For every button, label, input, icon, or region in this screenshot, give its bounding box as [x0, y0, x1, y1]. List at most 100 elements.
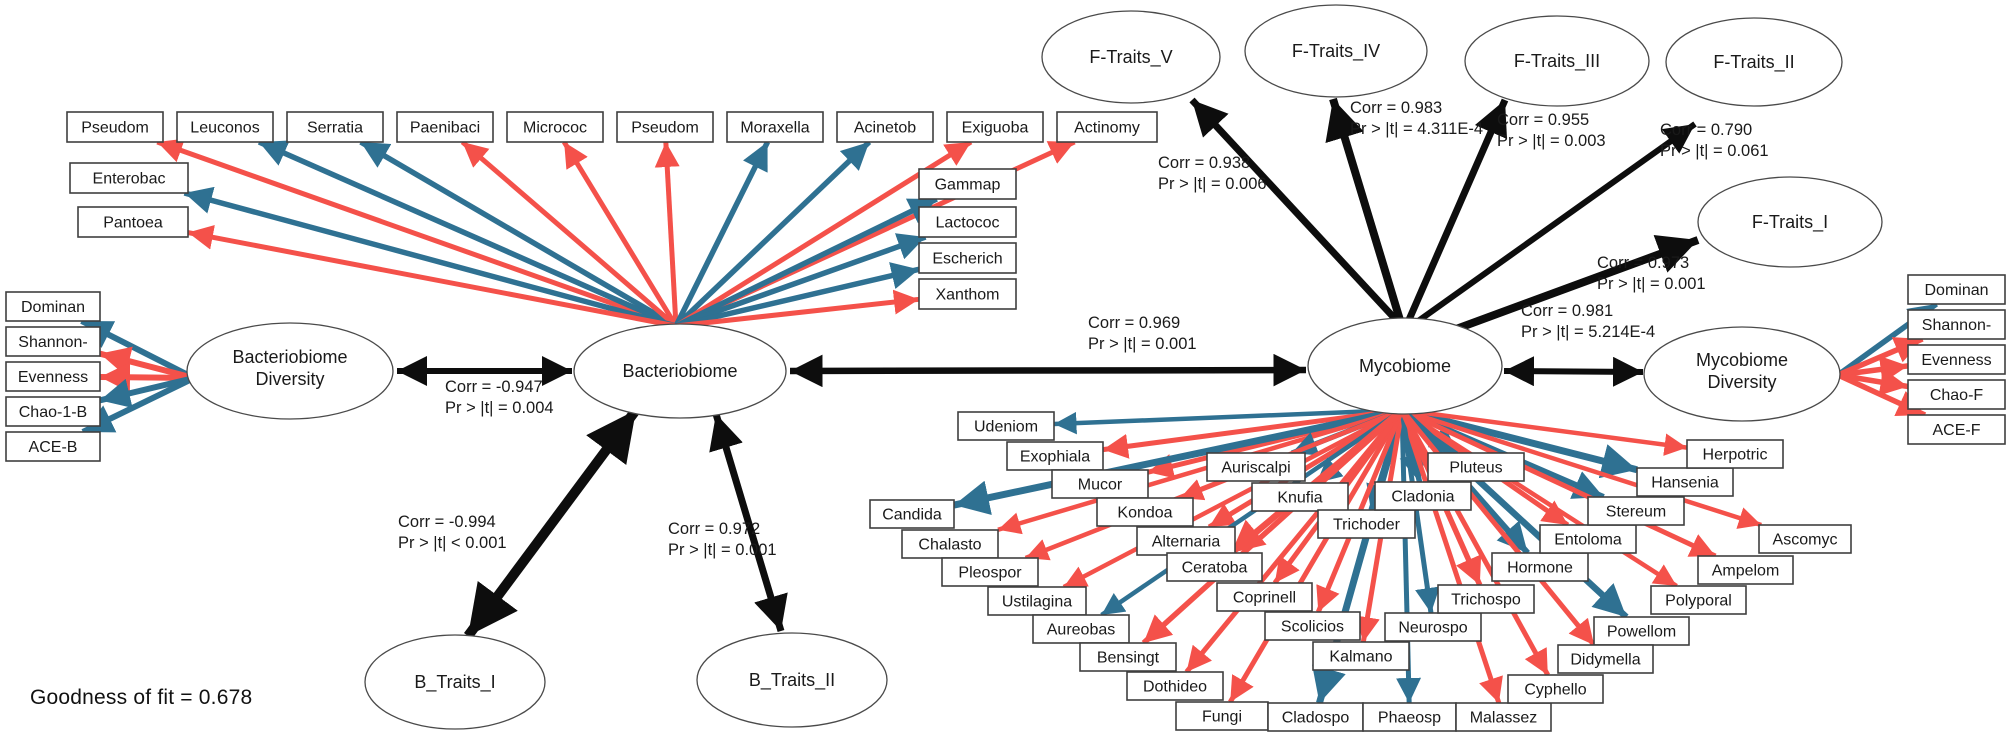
taxon-box-pleospor: Pleospor — [941, 557, 1039, 587]
corr-label-line: Corr = -0.947 — [445, 378, 543, 396]
arrow-ascomyc — [1401, 407, 1762, 529]
taxon-label-knufia: Knufia — [1277, 490, 1322, 507]
corr-label-line: Pr > |t| = 0.061 — [1660, 142, 1769, 160]
taxon-box-herpotric: Herpotric — [1686, 439, 1784, 469]
taxon-label-chao_f: Chao-F — [1930, 387, 1984, 404]
taxon-box-ceratoba: Ceratoba — [1166, 552, 1263, 582]
corr-label-ftiii: Corr = 0.955 Pr > |t| = 0.003 — [1497, 111, 1606, 150]
arrow-fungi — [1228, 408, 1405, 704]
arrow-pantoea — [187, 224, 677, 329]
corr-label-line: Corr = -0.994 — [398, 513, 496, 531]
taxon-box-scolicios: Scolicios — [1264, 611, 1361, 641]
latent-f_traits_iv: F-Traits_IV — [1244, 4, 1428, 98]
taxon-box-exiguoba: Exiguoba — [946, 111, 1044, 143]
arrow-shannon_b — [99, 346, 195, 381]
taxon-label-ampelom: Ampelom — [1712, 563, 1780, 580]
arrow-pseudom1 — [156, 138, 677, 329]
latent-label-b_traits_ii: B_Traits_II — [749, 670, 835, 691]
taxon-label-gammap: Gammap — [935, 177, 1001, 194]
taxon-box-xanthom: Xanthom — [918, 278, 1017, 310]
corr-label-bt1: Corr = -0.994 Pr > |t| < 0.001 — [398, 513, 507, 552]
latent-label-f_traits_v: F-Traits_V — [1089, 47, 1172, 68]
arrow-pleospor — [1024, 407, 1403, 561]
taxon-box-actinomy: Actinomy — [1056, 111, 1158, 143]
taxon-label-escherich: Escherich — [932, 251, 1002, 268]
corr-label-line: Pr > |t| = 0.001 — [668, 541, 777, 559]
taxon-label-ceratoba: Ceratoba — [1182, 560, 1248, 577]
corr-label-line: Pr > |t| = 0.001 — [1088, 335, 1197, 353]
taxon-box-hansenia: Hansenia — [1636, 467, 1734, 497]
taxon-box-coprinell: Coprinell — [1216, 582, 1313, 612]
corr-label-bd_bact: Corr = -0.947 Pr > |t| = 0.004 — [445, 378, 554, 417]
taxon-box-hormone: Hormone — [1491, 552, 1589, 582]
latent-f_traits_v: F-Traits_V — [1041, 10, 1221, 104]
corr-label-line: Corr = 0.969 — [1088, 314, 1180, 332]
latent-label-f_traits_i: F-Traits_I — [1752, 212, 1828, 233]
arrow-acinetob — [674, 140, 872, 328]
taxon-box-knufia: Knufia — [1251, 482, 1349, 512]
corr-label-line: Pr > |t| = 0.006 — [1158, 175, 1267, 193]
taxon-label-ace_f: ACE-F — [1933, 422, 1981, 439]
taxon-box-evenness_b: Evenness — [5, 361, 101, 392]
taxon-box-moraxella: Moraxella — [726, 111, 824, 143]
path-arrow-6 — [1404, 98, 1509, 324]
taxon-label-enterobac: Enterobac — [93, 171, 166, 188]
taxon-label-ustilagina: Ustilagina — [1002, 594, 1072, 611]
latent-f_traits_ii: F-Traits_II — [1665, 17, 1843, 107]
arrow-dothideo — [1184, 408, 1404, 674]
taxon-box-enterobac: Enterobac — [69, 162, 189, 194]
taxon-box-dominan_f: Dominan — [1907, 274, 2006, 305]
taxon-box-ace_f: ACE-F — [1907, 414, 2006, 445]
taxon-label-moraxella: Moraxella — [740, 120, 809, 137]
taxon-label-exophiala: Exophiala — [1020, 449, 1090, 466]
taxon-label-polyporal: Polyporal — [1665, 593, 1732, 610]
corr-label-line: Corr = 0.983 — [1350, 99, 1442, 117]
corr-label-line: Corr = 0.790 — [1660, 121, 1752, 139]
taxon-box-didymella: Didymella — [1557, 644, 1654, 674]
taxon-label-neurospo: Neurospo — [1398, 620, 1467, 637]
corr-label-line: Pr > |t| = 0.004 — [445, 399, 554, 417]
arrow-cyphello — [1399, 408, 1550, 677]
taxon-box-bensingt: Bensingt — [1079, 642, 1177, 672]
latent-mycobiome: Mycobiome — [1307, 317, 1503, 415]
arrow-candida — [953, 406, 1403, 515]
taxon-box-phaeosp: Phaeosp — [1362, 702, 1457, 732]
latent-label-f_traits_iv: F-Traits_IV — [1292, 41, 1380, 62]
latent-path-arrows — [397, 97, 1700, 639]
corr-label-myco_div: Corr = 0.981 Pr > |t| = 5.214E-4 — [1521, 302, 1655, 341]
taxon-box-micrococ: Micrococ — [506, 111, 604, 143]
corr-label-fti: Corr = 0.973 Pr > |t| = 0.001 — [1597, 254, 1706, 293]
corr-label-line: Corr = 0.973 — [1597, 254, 1689, 272]
arrow-evenness_f — [1837, 355, 1909, 384]
arrow-exophiala — [1102, 407, 1403, 459]
taxon-label-leuconos: Leuconos — [190, 120, 259, 137]
arrow-powellom — [1399, 407, 1629, 620]
taxon-box-chao1b: Chao-1-B — [5, 396, 101, 427]
corr-label-line: Pr > |t| = 4.311E-4 — [1350, 120, 1483, 138]
latent-f_traits_i: F-Traits_I — [1697, 176, 1883, 268]
taxon-box-ustilagina: Ustilagina — [987, 586, 1087, 616]
taxon-box-dothideo: Dothideo — [1126, 671, 1224, 701]
taxon-label-bensingt: Bensingt — [1097, 650, 1160, 667]
taxon-label-lactococ: Lactococ — [935, 215, 999, 232]
taxon-label-alternaria: Alternaria — [1152, 534, 1221, 551]
taxon-box-pseudom1: Pseudom — [66, 111, 164, 143]
taxon-label-cyphello: Cyphello — [1524, 682, 1586, 699]
taxon-label-kalmano: Kalmano — [1329, 649, 1392, 666]
taxon-label-fungi: Fungi — [1202, 709, 1242, 726]
arrow-lactococ — [675, 233, 927, 329]
arrow-gammap — [674, 196, 938, 329]
arrow-udeniom — [1053, 407, 1403, 435]
corr-label-line: Pr > |t| = 5.214E-4 — [1521, 323, 1655, 341]
path-arrow-4 — [1189, 97, 1401, 325]
corr-label-line: Corr = 0.981 — [1521, 302, 1613, 320]
arrow-malassez — [1399, 409, 1503, 704]
taxon-box-cyphello: Cyphello — [1507, 674, 1604, 704]
latent-f_traits_iii: F-Traits_III — [1464, 15, 1650, 107]
taxon-box-ascomyc: Ascomyc — [1758, 524, 1852, 554]
path-arrow-8 — [1446, 235, 1700, 336]
arrow-escherich — [675, 262, 920, 329]
taxon-box-udeniom: Udeniom — [957, 411, 1055, 441]
latent-label-myco_div: Diversity — [1707, 372, 1776, 392]
